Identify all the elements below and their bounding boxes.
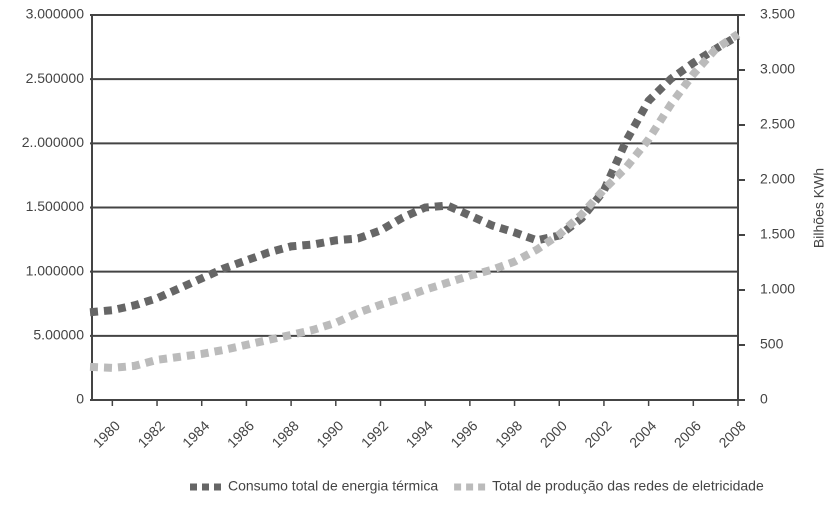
x-tick-label: 1996 [447, 417, 480, 450]
y2-tick-label: 3.000 [760, 61, 795, 77]
x-tick-label: 1990 [313, 417, 346, 450]
y2-tick-label: 0 [760, 391, 768, 407]
x-tick-label: 1994 [403, 417, 436, 450]
y2-tick-label: 3.500 [760, 6, 795, 22]
x-tick-label: 2004 [626, 417, 659, 450]
y2-tick-label: 2.000 [760, 171, 795, 187]
x-tick-label: 2008 [715, 417, 748, 450]
y2-tick-label: 2.500 [760, 116, 795, 132]
y2-tick-label: 500 [760, 336, 784, 352]
x-tick-label: 1986 [224, 417, 257, 450]
y-tick-label: 1.000000 [26, 262, 85, 278]
y-tick-label: 5.00000 [33, 327, 84, 343]
legend-label: Total de produção das redes de eletricid… [492, 478, 764, 494]
series-line [89, 30, 741, 372]
x-tick-label: 2002 [581, 417, 614, 450]
y2-tick-label: 1.500 [760, 226, 795, 242]
x-tick-label: 2000 [537, 417, 570, 450]
y-tick-label: 0 [76, 391, 84, 407]
x-tick-label: 1988 [268, 417, 301, 450]
y-tick-label: 2..000000 [22, 134, 84, 150]
y-tick-label: 3.000000 [26, 6, 85, 22]
series-line [89, 32, 741, 317]
y2-tick-label: 1.000 [760, 281, 795, 297]
x-tick-label: 1982 [134, 417, 167, 450]
x-tick-label: 1984 [179, 417, 212, 450]
y-tick-label: 2.500000 [26, 70, 85, 86]
x-tick-label: 1998 [492, 417, 525, 450]
x-tick-label: 1980 [90, 417, 123, 450]
x-tick-label: 1992 [358, 417, 391, 450]
y2-axis-label: Bilhões KWh [811, 168, 827, 248]
y-tick-label: 1.500000 [26, 198, 85, 214]
legend-label: Consumo total de energia térmica [228, 478, 438, 494]
x-tick-label: 2006 [671, 417, 704, 450]
